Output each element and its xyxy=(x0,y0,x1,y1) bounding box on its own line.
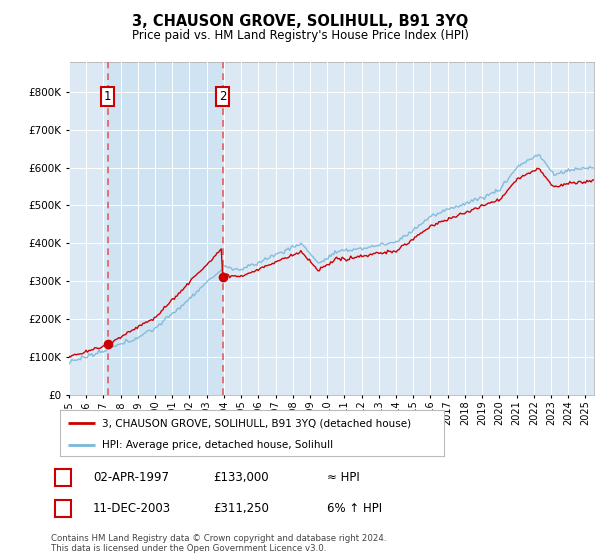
Bar xyxy=(108,62,223,395)
Text: 1: 1 xyxy=(59,470,67,484)
Text: Contains HM Land Registry data © Crown copyright and database right 2024.
This d: Contains HM Land Registry data © Crown c… xyxy=(51,534,386,553)
Text: Price paid vs. HM Land Registry's House Price Index (HPI): Price paid vs. HM Land Registry's House … xyxy=(131,29,469,42)
Text: £133,000: £133,000 xyxy=(213,470,269,484)
Text: 6% ↑ HPI: 6% ↑ HPI xyxy=(327,502,382,515)
Text: 2: 2 xyxy=(59,502,67,515)
Text: 2: 2 xyxy=(219,90,226,103)
Text: 11-DEC-2003: 11-DEC-2003 xyxy=(93,502,171,515)
Text: 02-APR-1997: 02-APR-1997 xyxy=(93,470,169,484)
Text: 3, CHAUSON GROVE, SOLIHULL, B91 3YQ (detached house): 3, CHAUSON GROVE, SOLIHULL, B91 3YQ (det… xyxy=(102,418,412,428)
Text: £311,250: £311,250 xyxy=(213,502,269,515)
Text: 1: 1 xyxy=(104,90,112,103)
Text: ≈ HPI: ≈ HPI xyxy=(327,470,360,484)
Text: 3, CHAUSON GROVE, SOLIHULL, B91 3YQ: 3, CHAUSON GROVE, SOLIHULL, B91 3YQ xyxy=(132,14,468,29)
Text: HPI: Average price, detached house, Solihull: HPI: Average price, detached house, Soli… xyxy=(102,440,334,450)
